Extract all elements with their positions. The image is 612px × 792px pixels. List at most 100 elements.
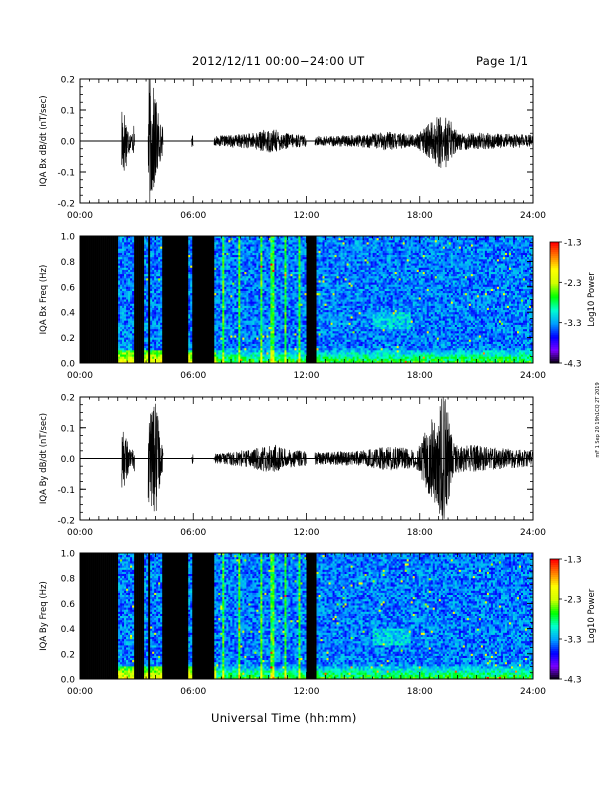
heat-cell xyxy=(294,288,297,292)
heat-cell xyxy=(290,263,293,266)
heat-cell xyxy=(264,301,267,305)
heat-cell xyxy=(154,314,157,317)
heat-cell xyxy=(340,350,343,353)
heat-cell xyxy=(328,307,331,311)
heat-cell xyxy=(328,320,331,324)
heat-cell xyxy=(300,352,303,355)
heat-cell xyxy=(120,280,123,283)
heat-cell xyxy=(288,244,291,247)
heat-cell xyxy=(320,252,323,256)
heat-cell xyxy=(318,307,321,311)
heat-cell xyxy=(250,240,253,243)
heat-cell xyxy=(304,318,307,321)
heat-cell xyxy=(214,299,217,302)
heat-cell xyxy=(122,335,125,338)
heat-cell xyxy=(150,331,153,334)
heat-cell xyxy=(328,244,331,247)
heat-cell xyxy=(144,297,147,300)
heat-cell xyxy=(292,303,295,307)
heat-cell xyxy=(244,286,247,290)
heat-cell xyxy=(252,314,255,317)
heat-cell xyxy=(158,314,161,317)
heat-cell xyxy=(156,255,159,258)
heat-cell xyxy=(146,267,149,271)
heat-cell xyxy=(264,265,267,269)
heat-cell xyxy=(240,346,243,349)
heat-cell xyxy=(320,269,323,273)
heat-cell xyxy=(320,320,323,324)
heat-cell xyxy=(234,263,237,266)
heat-cell xyxy=(244,255,247,258)
heat-cell xyxy=(124,346,127,349)
heat-cell xyxy=(326,295,329,298)
heat-cell xyxy=(214,280,217,283)
heat-cell xyxy=(252,286,255,290)
heat-cell xyxy=(190,316,193,319)
heat-cell xyxy=(130,269,133,273)
heat-cell xyxy=(344,356,347,360)
heat-cell xyxy=(152,284,155,288)
heat-cell xyxy=(338,305,341,309)
heat-cell xyxy=(278,307,281,311)
heat-cell xyxy=(300,320,303,324)
heat-cell xyxy=(158,301,161,305)
heat-cell xyxy=(258,339,261,343)
heat-cell xyxy=(316,265,319,269)
heat-cell xyxy=(128,331,131,334)
heat-cell xyxy=(272,265,275,269)
heat-cell xyxy=(316,295,319,298)
heat-cell xyxy=(124,276,127,279)
heat-cell xyxy=(250,284,253,288)
heat-cell xyxy=(292,293,295,296)
heat-cell xyxy=(244,293,247,296)
heat-cell xyxy=(326,280,329,283)
heat-cell xyxy=(278,346,281,349)
heat-cell xyxy=(234,267,237,271)
heat-cell xyxy=(126,354,129,357)
heat-cell xyxy=(160,329,163,332)
heat-cell xyxy=(274,305,277,309)
heat-cell xyxy=(156,288,159,292)
heat-cell xyxy=(146,299,149,302)
heat-cell xyxy=(258,291,261,294)
heat-cell xyxy=(268,307,271,311)
heat-cell xyxy=(132,274,135,277)
heat-cell xyxy=(126,288,129,292)
heat-cell xyxy=(238,238,241,241)
heat-cell xyxy=(264,356,267,360)
heat-cell xyxy=(284,255,287,258)
heat-cell xyxy=(262,331,265,334)
heat-cell xyxy=(120,333,123,336)
heat-cell xyxy=(152,324,155,328)
heat-cell xyxy=(230,257,233,260)
heat-cell xyxy=(340,314,343,317)
heat-cell xyxy=(224,301,227,305)
heat-cell xyxy=(326,307,329,311)
heat-cell xyxy=(252,288,255,292)
heat-cell xyxy=(252,335,255,338)
heat-cell xyxy=(284,297,287,300)
heat-cell xyxy=(332,335,335,338)
heat-cell xyxy=(342,271,345,275)
heat-cell xyxy=(242,236,245,239)
heat-cell xyxy=(126,301,129,305)
heat-cell xyxy=(266,276,269,279)
heat-cell xyxy=(296,329,299,332)
heat-cell xyxy=(246,293,249,296)
heat-cell xyxy=(318,257,321,260)
heat-cell xyxy=(118,252,121,256)
heat-cell xyxy=(302,310,305,313)
heat-cell xyxy=(280,257,283,260)
heat-cell xyxy=(228,320,231,324)
heat-cell xyxy=(248,244,251,247)
heat-cell xyxy=(300,314,303,317)
heat-cell xyxy=(270,276,273,279)
heat-cell xyxy=(316,331,319,334)
heat-cell xyxy=(150,316,153,319)
heat-cell xyxy=(292,316,295,319)
heat-cell xyxy=(122,252,125,256)
heat-cell xyxy=(214,293,217,296)
heat-cell xyxy=(346,291,349,294)
heat-cell xyxy=(342,293,345,296)
heat-cell xyxy=(258,352,261,355)
